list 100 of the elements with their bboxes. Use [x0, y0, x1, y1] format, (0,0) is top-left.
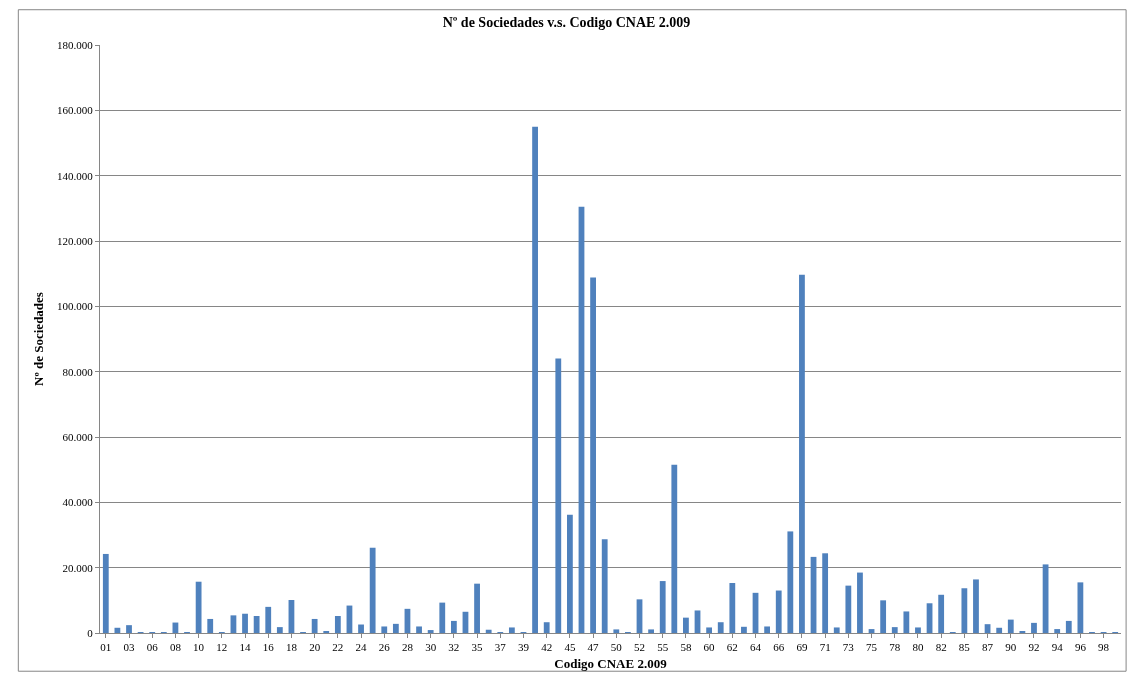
bar [833, 627, 840, 633]
bar [311, 618, 318, 633]
x-tick-label: 55 [657, 641, 669, 654]
y-tick-label: 140.000 [57, 169, 94, 182]
x-tick-label: 52 [634, 641, 646, 654]
x-tick-label: 12 [216, 641, 228, 654]
bar [369, 547, 376, 633]
bar [590, 277, 596, 633]
x-tick-label: 66 [773, 641, 785, 654]
x-tick-label: 10 [193, 641, 205, 654]
bar [903, 611, 910, 633]
bar [822, 553, 829, 633]
x-tick-label: 90 [1005, 641, 1017, 654]
x-tick-label: 06 [146, 641, 159, 654]
bar [195, 581, 202, 633]
bar [717, 622, 724, 633]
bar [729, 583, 736, 633]
bar [474, 583, 480, 633]
y-tick-label: 80.000 [62, 365, 94, 378]
x-tick-label: 01 [100, 641, 112, 654]
bar [659, 581, 666, 633]
bar [358, 624, 364, 633]
x-tick-label: 26 [378, 641, 391, 654]
x-tick-label: 75 [866, 641, 878, 654]
x-tick-label: 16 [262, 641, 275, 654]
y-tick-label: 100.000 [57, 300, 94, 313]
x-tick-label: 32 [448, 641, 460, 654]
bar [439, 602, 446, 633]
bar [648, 629, 655, 633]
y-tick-label: 120.000 [57, 234, 94, 247]
bar [508, 627, 515, 633]
bar [683, 617, 689, 633]
y-tick-label: 160.000 [57, 104, 94, 117]
x-tick-label: 03 [123, 641, 136, 654]
x-tick-label: 30 [425, 641, 437, 654]
x-tick-label: 42 [541, 641, 553, 654]
bar [427, 630, 434, 633]
bar [1054, 629, 1061, 633]
bar [775, 590, 782, 633]
x-tick-label: 24 [355, 641, 368, 654]
bar [392, 623, 399, 633]
x-tick-label: 98 [1098, 641, 1110, 654]
bar [207, 618, 214, 633]
x-tick-label: 80 [912, 641, 924, 654]
bar [613, 629, 620, 633]
x-tick-label: 64 [750, 641, 762, 654]
x-tick-label: 22 [332, 641, 344, 654]
x-tick-label: 60 [703, 641, 716, 654]
y-tick-label: 20.000 [62, 561, 94, 574]
x-tick-label: 69 [796, 641, 808, 654]
x-tick-label: 62 [726, 641, 738, 654]
x-tick-label: 18 [285, 641, 298, 654]
bar [938, 594, 945, 633]
bar [555, 358, 562, 633]
bar [126, 625, 132, 633]
x-tick-label: 28 [401, 641, 414, 654]
bar [1065, 620, 1072, 633]
bar [416, 626, 422, 633]
chart-title: Nº de Sociedades v.s. Codigo CNAE 2.009 [442, 14, 691, 30]
x-tick-label: 08 [169, 641, 182, 654]
bar [706, 627, 713, 633]
bar [973, 579, 979, 633]
x-axis-title: Codigo CNAE 2.009 [554, 655, 668, 671]
bar [242, 613, 248, 633]
bar [276, 627, 283, 633]
x-tick-label: 35 [471, 641, 484, 654]
x-tick-label: 58 [680, 641, 692, 654]
x-tick-label: 94 [1051, 641, 1064, 654]
y-tick-label: 0 [87, 626, 94, 639]
x-tick-label: 96 [1074, 641, 1087, 654]
bar [1007, 619, 1014, 633]
x-tick-label: 47 [587, 641, 600, 654]
x-tick-label: 85 [958, 641, 971, 654]
bar [265, 606, 272, 633]
bar [799, 274, 805, 633]
bar [334, 616, 341, 633]
x-tick-label: 20 [309, 641, 321, 654]
x-tick-label: 87 [982, 641, 994, 654]
x-tick-label: 14 [239, 641, 252, 654]
y-axis-title: Nº de Sociedades [31, 292, 46, 386]
x-tick-label: 37 [494, 641, 507, 654]
x-tick-label: 71 [819, 641, 831, 654]
bar [741, 626, 747, 633]
y-tick-label: 40.000 [62, 496, 94, 509]
y-tick-label: 60.000 [62, 430, 94, 443]
bar [1031, 622, 1037, 633]
bar [671, 464, 678, 633]
x-tick-label: 39 [517, 641, 530, 654]
bar [764, 626, 771, 633]
bar [253, 616, 260, 633]
bar [787, 531, 794, 633]
bar [961, 588, 968, 633]
bar [857, 572, 863, 633]
bar [532, 126, 538, 633]
x-tick-label: 78 [889, 641, 901, 654]
x-tick-label: 50 [610, 641, 623, 654]
bar [915, 627, 921, 633]
bar [996, 627, 1003, 633]
bar [601, 539, 608, 633]
bar [450, 620, 457, 633]
